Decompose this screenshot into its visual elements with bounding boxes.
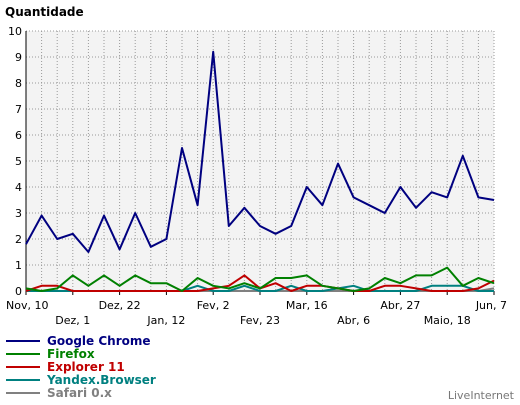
y-tick-label: 1 [15,259,22,272]
y-tick-label: 4 [15,181,22,194]
legend-label-explorer-11: Explorer 11 [47,360,125,374]
x-tick-label: Nov, 10 [6,299,48,312]
grid-lines [26,30,495,291]
x-tick-label: Jun, 7 [475,299,507,312]
legend-label-google-chrome: Google Chrome [47,334,151,348]
y-tick-label: 5 [15,155,22,168]
x-tick-label: Mar, 16 [286,299,328,312]
series-lines [25,50,495,292]
legend-label-firefox: Firefox [47,347,95,361]
x-tick-label: Fev, 2 [197,299,230,312]
x-tick-label: Fev, 23 [240,314,280,327]
y-axis-title: Quantidade [5,5,84,19]
x-tick-label: Maio, 18 [424,314,471,327]
y-tick-label: 3 [15,207,22,220]
y-tick-label: 10 [8,25,22,38]
credit-text: LiveInternet [448,389,515,402]
x-tick-label: Jan, 12 [146,314,185,327]
y-tick-label: 6 [15,129,22,142]
y-tick-label: 8 [15,77,22,90]
x-tick-label: Dez, 1 [55,314,90,327]
legend-label-yandex-browser: Yandex.Browser [46,373,156,387]
y-tick-label: 7 [15,103,22,116]
x-tick-labels: Nov, 10 Dez, 1 Dez, 22 Jan, 12 Fev, 2 Fev, 23… [6,291,507,327]
x-tick-label: Abr, 27 [380,299,420,312]
y-tick-label: 2 [15,233,22,246]
legend-label-safari-0-x: Safari 0.x [47,386,112,400]
x-tick-label: Abr, 6 [337,314,370,327]
series-line-firefox [25,266,495,292]
y-tick-labels: 0 1 2 3 4 5 6 7 8 9 10 [8,25,22,298]
series-line-google-chrome [25,50,495,253]
x-tick-label: Dez, 22 [99,299,141,312]
y-tick-label: 9 [15,51,22,64]
y-tick-label: 0 [15,285,22,298]
